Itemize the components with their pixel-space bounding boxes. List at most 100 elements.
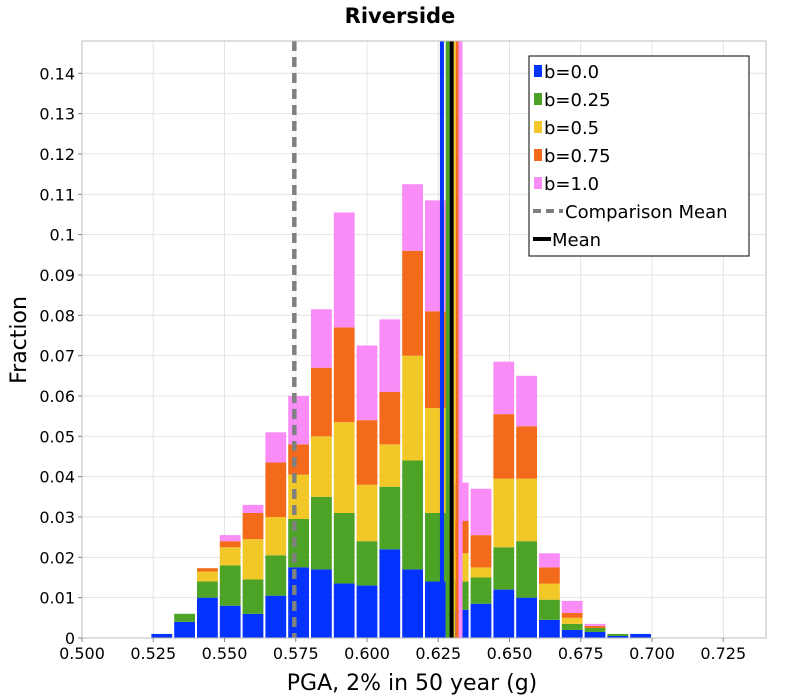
bar-segment xyxy=(379,391,401,445)
bar-segment xyxy=(265,595,287,638)
bar-segment xyxy=(402,460,423,570)
bar-segment xyxy=(333,212,355,328)
bar-segment xyxy=(516,426,537,479)
bar-segment xyxy=(174,613,195,622)
bar-segment xyxy=(242,539,264,580)
bar-segment xyxy=(584,625,606,628)
y-tick-label: 0.04 xyxy=(39,468,75,487)
y-tick-label: 0.14 xyxy=(39,64,75,83)
mean-lines xyxy=(292,41,463,638)
bar-segment xyxy=(311,436,332,497)
bar-segment xyxy=(151,633,173,638)
x-tick-label: 0.700 xyxy=(629,644,675,663)
y-tick-label: 0 xyxy=(65,629,75,648)
bar-segment xyxy=(493,414,515,479)
x-tick-label: 0.600 xyxy=(344,644,390,663)
y-tick-label: 0.12 xyxy=(39,145,75,164)
y-tick-label: 0.06 xyxy=(39,387,75,406)
x-tick-label: 0.575 xyxy=(273,644,319,663)
bar-segment xyxy=(197,581,218,598)
bar-segment xyxy=(242,579,264,614)
y-tick-label: 0.08 xyxy=(39,306,75,325)
bar-segment xyxy=(493,361,515,415)
legend-box xyxy=(528,55,750,257)
bar-segment xyxy=(288,474,309,520)
bar-segment xyxy=(584,631,606,638)
bar-segment xyxy=(493,478,515,548)
bar-segment xyxy=(470,603,492,638)
bar-segment xyxy=(561,612,583,618)
y-tick-label: 0.07 xyxy=(39,347,75,366)
bar-segment xyxy=(470,535,492,568)
bar-segment xyxy=(402,569,423,638)
bar-segment xyxy=(219,547,241,566)
bar-segment xyxy=(539,619,560,638)
bar-segment xyxy=(516,597,537,638)
x-tick-label: 0.675 xyxy=(558,644,604,663)
bar-segment xyxy=(493,547,515,590)
plot-frame xyxy=(81,40,767,639)
bar-segment xyxy=(288,395,309,445)
y-tick-label: 0.05 xyxy=(39,427,75,446)
bar-segment xyxy=(539,599,560,620)
bar-segment xyxy=(311,496,332,570)
x-tick-label: 0.500 xyxy=(59,644,105,663)
bar-segment xyxy=(333,327,355,423)
bar-segment xyxy=(539,583,560,600)
y-tick-label: 0.09 xyxy=(39,266,75,285)
bar-segment xyxy=(288,567,309,638)
bar-segment xyxy=(265,462,287,517)
legend-swatch xyxy=(534,65,542,77)
bar-segment xyxy=(630,633,651,638)
axes: 0.500 0.525 0.550 0.575 0.600 0.625 0.650 0.675… xyxy=(39,40,767,663)
legend: b=0.0 b=0.25 b=0.5 b=0.75 b=1.0 Comparison Me… xyxy=(528,55,750,257)
bar-segment xyxy=(539,567,560,584)
x-axis-title: PGA, 2% in 50 year (g) xyxy=(287,671,538,696)
bar-segment xyxy=(584,623,606,626)
bar-segment xyxy=(402,250,423,356)
bar-segment xyxy=(219,565,241,606)
y-tick-label: 0.11 xyxy=(39,185,75,204)
bar-segment xyxy=(607,635,629,638)
bar-segment xyxy=(242,613,264,638)
bar-segment xyxy=(379,486,401,550)
legend-label: b=1.0 xyxy=(544,174,599,195)
bar-segment xyxy=(561,629,583,638)
bar-segment xyxy=(470,567,492,578)
legend-label: b=0.0 xyxy=(544,62,599,83)
legend-swatch xyxy=(534,149,542,161)
x-tick-label: 0.625 xyxy=(415,644,461,663)
legend-label: b=0.25 xyxy=(544,90,611,111)
bar-segment xyxy=(356,420,378,485)
legend-label: b=0.75 xyxy=(544,146,611,167)
bar-segment xyxy=(516,541,537,598)
bar-segment xyxy=(516,375,537,427)
bar-segment xyxy=(356,541,378,586)
y-tick-label: 0.1 xyxy=(50,226,75,245)
x-tick-label: 0.650 xyxy=(487,644,533,663)
legend-label: Mean xyxy=(552,230,601,251)
bar-segment xyxy=(356,484,378,542)
bar-segment xyxy=(311,309,332,368)
bar-segment xyxy=(379,319,401,392)
bar-segment xyxy=(311,569,332,638)
bar-segment xyxy=(561,600,583,613)
bar-segment xyxy=(356,345,378,421)
bar-segment xyxy=(470,577,492,604)
bar-segment xyxy=(493,589,515,638)
y-axis-title: Fraction xyxy=(7,296,32,384)
bar-segment xyxy=(402,184,423,251)
bar-segment xyxy=(197,571,218,582)
y-tick-label: 0.02 xyxy=(39,548,75,567)
bar-segment xyxy=(356,585,378,638)
bar-segment xyxy=(333,583,355,638)
bar-segment xyxy=(219,605,241,638)
bar-segment xyxy=(470,488,492,536)
bar-segment xyxy=(242,512,264,540)
legend-swatch xyxy=(534,93,542,105)
legend-label: b=0.5 xyxy=(544,118,599,139)
y-tick-label: 0.03 xyxy=(39,508,75,527)
bar-segment xyxy=(242,504,264,513)
